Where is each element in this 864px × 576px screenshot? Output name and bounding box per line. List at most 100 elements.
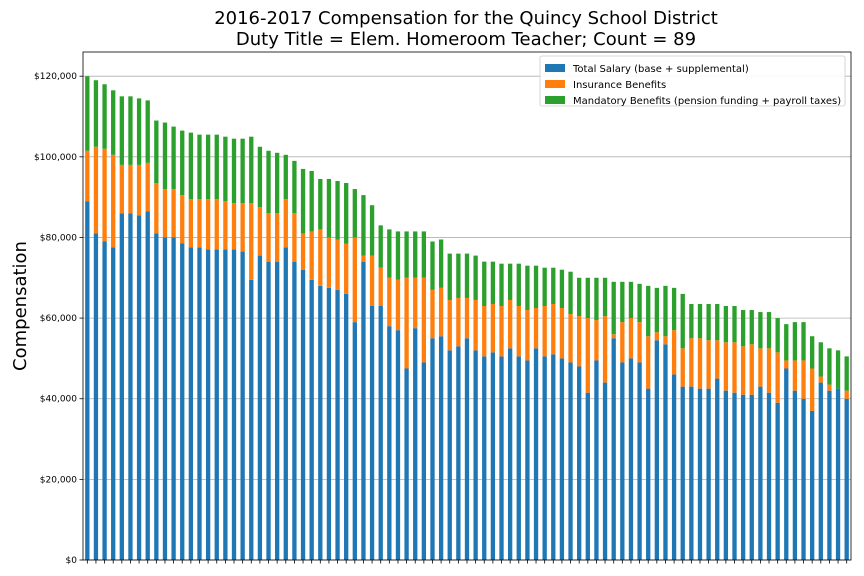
bar-mandatory — [309, 170, 314, 232]
bar-insurance — [585, 318, 590, 393]
bar-insurance — [300, 233, 306, 270]
bar-mandatory — [197, 134, 202, 200]
bar-mandatory — [844, 356, 849, 391]
bar-mandatory — [128, 96, 133, 165]
bar-insurance — [559, 308, 565, 359]
bar-salary — [577, 366, 582, 560]
bar-mandatory — [447, 253, 452, 300]
bar-insurance — [663, 336, 668, 345]
bar-salary — [344, 293, 349, 560]
bar-salary — [318, 285, 323, 560]
bar-insurance — [671, 330, 677, 375]
bar-mandatory — [697, 303, 703, 339]
bar-mandatory — [326, 179, 332, 238]
bar-insurance — [136, 164, 142, 216]
bar-insurance — [223, 201, 228, 250]
bar-mandatory — [162, 122, 168, 190]
bar-mandatory — [559, 269, 565, 309]
bar-mandatory — [801, 322, 806, 361]
bar-mandatory — [490, 261, 496, 304]
bar-insurance — [818, 376, 823, 383]
bar-insurance — [749, 344, 754, 395]
bar-mandatory — [231, 138, 237, 204]
bar-insurance — [482, 306, 487, 357]
bar-mandatory — [663, 285, 668, 337]
bar-insurance — [430, 289, 435, 339]
bar-mandatory — [715, 303, 720, 341]
bar-salary — [292, 261, 297, 560]
bar-mandatory — [361, 195, 366, 256]
bar-insurance — [197, 199, 202, 248]
bar-salary — [85, 201, 90, 561]
legend-swatch-insurance — [545, 80, 565, 88]
bar-salary — [283, 247, 288, 561]
chart-title-line-2: Duty Title = Elem. Homeroom Teacher; Cou… — [235, 29, 697, 50]
bar-mandatory — [706, 303, 711, 341]
bar-salary — [490, 352, 496, 560]
bar-salary — [568, 362, 573, 560]
y-tick-label: $20,000 — [40, 475, 77, 485]
bar-insurance — [361, 255, 366, 262]
bar-insurance — [775, 352, 780, 403]
bar-salary — [404, 368, 409, 560]
bar-salary — [654, 340, 659, 560]
bar-mandatory — [792, 322, 798, 361]
bar-insurance — [102, 148, 107, 242]
bar-salary — [154, 233, 159, 560]
bar-mandatory — [818, 342, 823, 377]
bar-salary — [361, 261, 366, 560]
bar-salary — [585, 392, 590, 560]
y-tick-label: $100,000 — [34, 153, 77, 163]
bar-mandatory — [93, 80, 99, 147]
bar-salary — [637, 362, 642, 560]
bar-mandatory — [628, 281, 634, 319]
bar-mandatory — [205, 134, 211, 200]
bar-salary — [223, 249, 228, 560]
bar-insurance — [240, 203, 245, 252]
bar-salary — [275, 261, 280, 560]
legend-swatch-salary — [545, 64, 565, 72]
bar-salary — [507, 348, 513, 560]
legend-label-salary: Total Salary (base + supplemental) — [572, 64, 749, 75]
bar-insurance — [758, 348, 763, 387]
bar-salary — [766, 392, 772, 560]
bar-mandatory — [85, 76, 90, 151]
bar-insurance — [602, 316, 608, 383]
bar-mandatory — [275, 152, 280, 214]
bar-salary — [378, 306, 383, 560]
bar-mandatory — [516, 263, 521, 306]
bar-insurance — [128, 164, 133, 214]
bar-salary — [464, 338, 470, 560]
bar-insurance — [723, 342, 729, 391]
bar-mandatory — [335, 181, 340, 240]
bar-mandatory — [154, 120, 159, 184]
bar-mandatory — [318, 179, 323, 230]
bar-salary — [430, 338, 435, 560]
bar-mandatory — [102, 84, 107, 149]
bar-salary — [525, 360, 530, 560]
bar-insurance — [533, 308, 539, 349]
bar-salary — [447, 350, 452, 560]
bar-insurance — [171, 189, 176, 238]
bar-mandatory — [464, 253, 470, 298]
legend: Total Salary (base + supplemental) Insura… — [539, 55, 846, 107]
bar-mandatory — [145, 100, 150, 163]
bar-insurance — [715, 340, 720, 379]
bar-mandatory — [525, 265, 530, 311]
bar-salary — [749, 394, 754, 560]
y-tick-label: $80,000 — [40, 233, 77, 243]
bar-salary — [128, 213, 133, 560]
bar-insurance — [766, 348, 772, 393]
bar-insurance — [266, 213, 271, 262]
bar-mandatory — [749, 310, 754, 345]
bar-salary — [801, 398, 806, 560]
bar-mandatory — [387, 229, 392, 278]
bar-mandatory — [214, 134, 219, 200]
bar-mandatory — [689, 303, 694, 339]
bar-insurance — [499, 306, 504, 357]
bar-mandatory — [438, 239, 444, 288]
bar-salary — [715, 378, 720, 560]
bar-salary — [214, 249, 219, 560]
bar-mandatory — [300, 168, 306, 234]
bar-mandatory — [499, 263, 504, 306]
